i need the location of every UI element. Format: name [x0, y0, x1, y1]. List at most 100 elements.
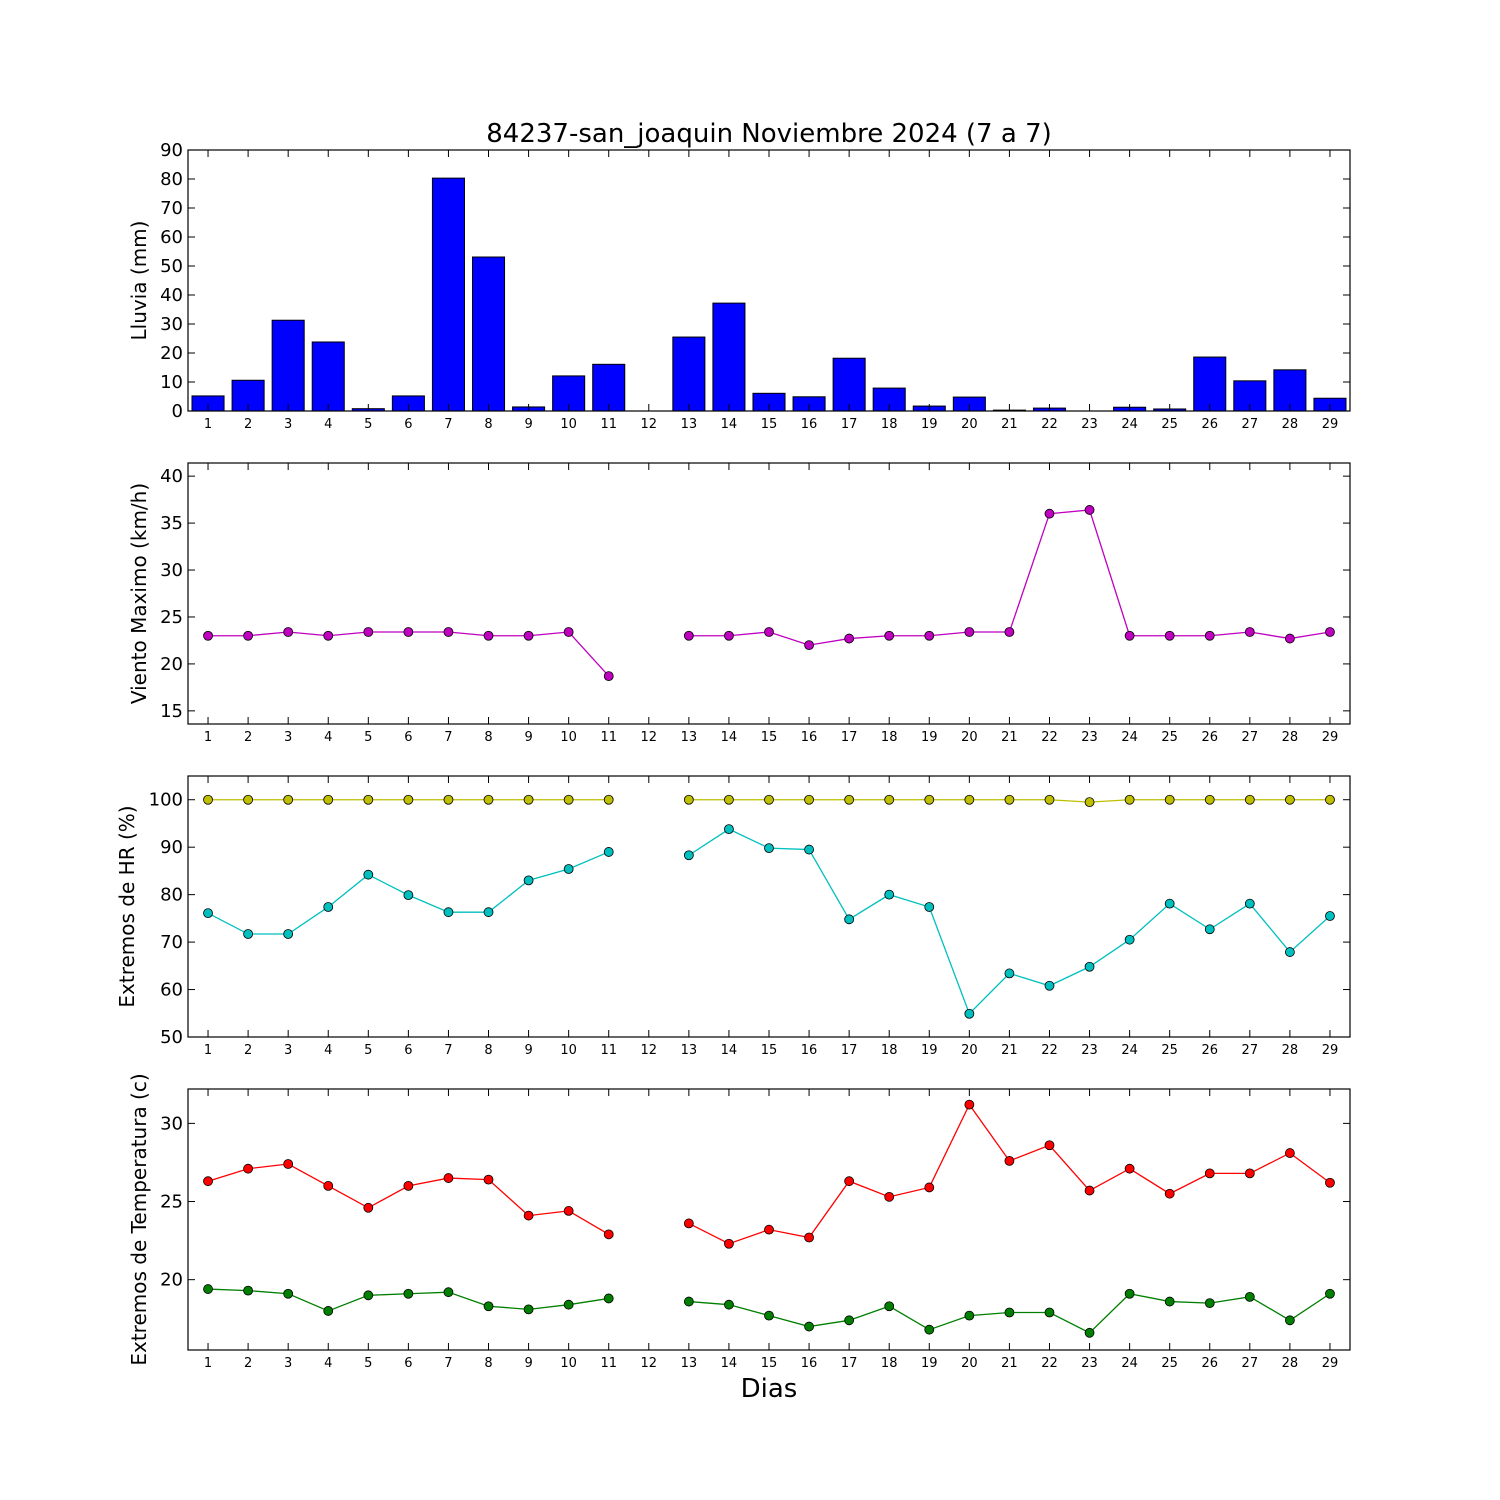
series-1-point-day-11 [603, 794, 614, 805]
series-1-point-day-15 [764, 794, 774, 805]
series-1-point-day-19 [924, 794, 935, 805]
series-2-point-day-18 [884, 889, 895, 900]
y-axis-label: Viento Maximo (km/h) [127, 483, 151, 704]
series-1-point-day-23 [1084, 797, 1095, 807]
x-tick-label: 3 [284, 1043, 292, 1058]
y-tick-label: 90 [160, 837, 183, 858]
x-tick-label: 1 [204, 1356, 212, 1371]
y-tick-label: 80 [160, 885, 183, 906]
x-axis-label: Dias [741, 1374, 798, 1404]
bar-day-8 [471, 256, 506, 412]
y-tick-label: 90 [160, 140, 183, 161]
series-1-point-day-2 [243, 794, 254, 805]
x-tick-label: 18 [881, 1356, 898, 1371]
series-2-point-day-5 [363, 1290, 374, 1301]
series-2-point-day-4 [323, 902, 334, 912]
x-tick-label: 1 [204, 1043, 212, 1058]
series-1-point-day-6 [403, 794, 414, 805]
series-1-point-day-22 [1044, 1140, 1055, 1151]
series-1-point-day-14 [724, 630, 734, 641]
series-1-point-day-16 [804, 794, 814, 805]
series-1-point-day-20 [964, 794, 975, 805]
x-tick-label: 3 [284, 730, 292, 745]
x-tick-label: 14 [721, 730, 738, 745]
series-2-point-day-16 [804, 1321, 814, 1332]
series-1-point-day-24 [1124, 1163, 1135, 1174]
x-tick-label: 25 [1161, 417, 1178, 432]
series-2-point-day-4 [323, 1306, 334, 1316]
x-tick-label: 11 [600, 417, 617, 432]
y-axis-label: Extremos de Temperatura (c) [127, 1073, 151, 1365]
series-1-point-day-24 [1124, 630, 1135, 641]
x-tick-label: 3 [284, 1356, 292, 1371]
series-1-point-day-28 [1284, 633, 1295, 644]
x-tick-label: 20 [961, 730, 978, 745]
series-1-point-day-9 [523, 794, 534, 805]
x-tick-label: 4 [324, 730, 332, 745]
x-tick-label: 19 [921, 417, 938, 432]
x-tick-label: 18 [881, 417, 898, 432]
series-1-point-day-18 [884, 630, 895, 641]
x-tick-label: 15 [761, 1043, 778, 1058]
x-tick-label: 14 [721, 1356, 738, 1371]
series-2-point-day-28 [1284, 1315, 1295, 1326]
x-tick-label: 4 [324, 1356, 332, 1371]
x-tick-label: 5 [364, 1356, 372, 1371]
x-tick-label: 8 [484, 1356, 492, 1371]
bar-day-11 [592, 363, 626, 412]
series-2-point-day-15 [764, 1310, 774, 1321]
series-1-point-day-6 [403, 627, 414, 637]
x-tick-label: 6 [404, 417, 412, 432]
series-1-point-day-7 [443, 794, 454, 805]
series-2-point-day-23 [1084, 1327, 1095, 1338]
x-tick-label: 16 [801, 730, 818, 745]
x-tick-label: 20 [961, 417, 978, 432]
x-tick-label: 26 [1201, 1043, 1218, 1058]
series-2-point-day-11 [603, 1293, 614, 1304]
x-tick-label: 21 [1001, 1043, 1018, 1058]
series-1-point-day-23 [1084, 1185, 1095, 1196]
y-tick-label: 60 [160, 980, 183, 1001]
x-tick-label: 7 [444, 1356, 452, 1371]
x-tick-label: 27 [1242, 730, 1259, 745]
x-tick-label: 28 [1282, 1043, 1299, 1058]
x-tick-label: 18 [881, 1043, 898, 1058]
x-tick-label: 13 [681, 730, 698, 745]
x-tick-label: 13 [681, 417, 698, 432]
series-1-point-day-11 [603, 1229, 614, 1240]
x-tick-label: 17 [841, 1356, 858, 1371]
series-2-point-day-7 [443, 1287, 454, 1298]
x-tick-label: 26 [1201, 417, 1218, 432]
x-tick-label: 9 [524, 417, 532, 432]
y-tick-label: 40 [160, 466, 183, 487]
x-tick-label: 24 [1121, 417, 1138, 432]
series-1-point-day-1 [203, 630, 213, 641]
series-1-point-day-21 [1004, 627, 1015, 637]
x-tick-label: 29 [1322, 730, 1339, 745]
x-tick-label: 21 [1001, 417, 1018, 432]
series-1-point-day-2 [243, 1163, 254, 1174]
series-1-point-day-27 [1244, 627, 1255, 637]
x-tick-label: 10 [560, 1043, 577, 1058]
series-1-point-day-15 [764, 627, 774, 637]
x-tick-label: 5 [364, 417, 372, 432]
series-2-point-day-19 [924, 1324, 935, 1335]
x-tick-label: 22 [1041, 417, 1058, 432]
series-2-point-day-24 [1124, 934, 1135, 945]
series-1-point-day-13 [683, 630, 694, 641]
series-2-point-day-1 [203, 1284, 213, 1294]
x-tick-label: 24 [1121, 1356, 1138, 1371]
x-tick-label: 3 [284, 417, 292, 432]
series-1-point-day-13 [683, 1218, 694, 1229]
series-2-point-day-14 [724, 1299, 734, 1310]
series-1-point-day-26 [1204, 630, 1215, 641]
series-1-point-day-27 [1244, 1168, 1255, 1179]
x-tick-label: 19 [921, 1043, 938, 1058]
series-1-point-day-23 [1084, 505, 1095, 515]
x-tick-label: 10 [560, 730, 577, 745]
series-1-point-day-17 [844, 794, 855, 805]
series-1-point-day-16 [804, 1232, 814, 1243]
series-1-point-day-27 [1244, 794, 1255, 805]
x-tick-label: 9 [524, 1043, 532, 1058]
